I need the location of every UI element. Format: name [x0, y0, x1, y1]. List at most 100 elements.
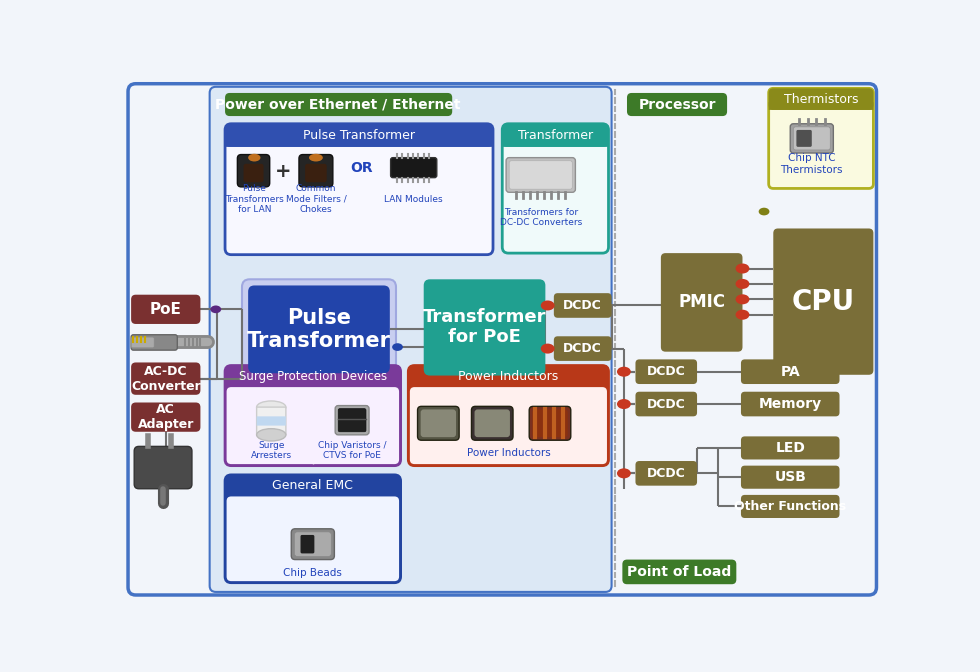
FancyBboxPatch shape	[225, 138, 493, 147]
Text: OR: OR	[350, 161, 372, 175]
FancyBboxPatch shape	[131, 295, 201, 324]
FancyBboxPatch shape	[635, 360, 697, 384]
Text: Power Inductors: Power Inductors	[459, 370, 559, 383]
FancyBboxPatch shape	[257, 407, 286, 435]
Ellipse shape	[541, 343, 555, 353]
Ellipse shape	[759, 208, 769, 216]
Text: Transformer
for PoE: Transformer for PoE	[422, 308, 546, 347]
FancyBboxPatch shape	[244, 164, 264, 182]
FancyBboxPatch shape	[294, 532, 331, 556]
Text: Surge Protection Devices: Surge Protection Devices	[239, 370, 387, 383]
FancyBboxPatch shape	[635, 461, 697, 486]
FancyBboxPatch shape	[299, 155, 333, 187]
Ellipse shape	[736, 310, 750, 320]
FancyBboxPatch shape	[503, 138, 609, 147]
FancyBboxPatch shape	[134, 446, 192, 489]
Text: LED: LED	[775, 441, 806, 455]
Ellipse shape	[257, 401, 286, 413]
Text: USB: USB	[774, 470, 807, 485]
Ellipse shape	[541, 300, 555, 310]
FancyBboxPatch shape	[768, 88, 873, 188]
FancyBboxPatch shape	[291, 529, 334, 560]
FancyBboxPatch shape	[503, 124, 609, 147]
Text: Processor: Processor	[638, 97, 715, 112]
FancyBboxPatch shape	[768, 88, 873, 110]
FancyBboxPatch shape	[131, 337, 154, 348]
FancyBboxPatch shape	[409, 366, 609, 466]
Text: DCDC: DCDC	[647, 365, 686, 378]
Text: Chip Varistors /
CTVS for PoE: Chip Varistors / CTVS for PoE	[318, 441, 386, 460]
FancyBboxPatch shape	[225, 475, 401, 583]
Ellipse shape	[248, 154, 261, 161]
FancyBboxPatch shape	[335, 406, 369, 435]
FancyBboxPatch shape	[768, 102, 873, 110]
Ellipse shape	[211, 306, 221, 313]
FancyBboxPatch shape	[242, 280, 396, 380]
Ellipse shape	[617, 468, 631, 478]
Text: DCDC: DCDC	[563, 299, 602, 312]
Ellipse shape	[617, 367, 631, 377]
Text: CPU: CPU	[792, 288, 855, 316]
FancyBboxPatch shape	[510, 161, 572, 190]
Ellipse shape	[617, 399, 631, 409]
Text: DCDC: DCDC	[647, 467, 686, 480]
FancyBboxPatch shape	[237, 155, 270, 187]
FancyBboxPatch shape	[420, 409, 456, 437]
FancyBboxPatch shape	[741, 495, 840, 518]
FancyBboxPatch shape	[417, 407, 459, 440]
Ellipse shape	[736, 294, 750, 304]
FancyBboxPatch shape	[210, 87, 612, 592]
FancyBboxPatch shape	[627, 93, 727, 116]
Text: DCDC: DCDC	[647, 398, 686, 411]
FancyBboxPatch shape	[410, 387, 607, 464]
Text: Memory: Memory	[759, 397, 822, 411]
Text: AC
Adapter: AC Adapter	[137, 403, 194, 431]
FancyBboxPatch shape	[622, 560, 736, 584]
Text: PoE: PoE	[150, 302, 181, 317]
Text: Power Inductors: Power Inductors	[466, 448, 551, 458]
Text: AC-DC
Converter: AC-DC Converter	[131, 365, 201, 392]
FancyBboxPatch shape	[301, 535, 315, 554]
Ellipse shape	[392, 343, 403, 351]
Text: General EMC: General EMC	[272, 479, 353, 492]
Text: Surge
Arresters: Surge Arresters	[251, 441, 292, 460]
FancyBboxPatch shape	[790, 124, 833, 153]
FancyBboxPatch shape	[225, 366, 401, 466]
Text: Transformer: Transformer	[517, 129, 593, 142]
FancyBboxPatch shape	[471, 407, 514, 440]
FancyBboxPatch shape	[794, 127, 830, 150]
Ellipse shape	[736, 263, 750, 274]
FancyBboxPatch shape	[257, 417, 286, 425]
FancyBboxPatch shape	[423, 280, 546, 376]
FancyBboxPatch shape	[554, 293, 612, 318]
Text: Thermistors: Thermistors	[784, 93, 858, 106]
FancyBboxPatch shape	[741, 436, 840, 460]
FancyBboxPatch shape	[338, 409, 366, 432]
FancyBboxPatch shape	[131, 403, 201, 432]
Ellipse shape	[736, 279, 750, 289]
FancyBboxPatch shape	[225, 124, 493, 255]
FancyBboxPatch shape	[131, 362, 201, 395]
FancyBboxPatch shape	[225, 93, 452, 116]
FancyBboxPatch shape	[635, 392, 697, 417]
FancyBboxPatch shape	[554, 336, 612, 361]
FancyBboxPatch shape	[248, 286, 390, 373]
Text: Pulse Transformer: Pulse Transformer	[303, 129, 416, 142]
Text: DCDC: DCDC	[563, 342, 602, 355]
FancyBboxPatch shape	[661, 253, 743, 351]
Ellipse shape	[257, 429, 286, 441]
FancyBboxPatch shape	[305, 164, 326, 182]
Text: Other Functions: Other Functions	[734, 500, 847, 513]
Text: Pulse
Transformer: Pulse Transformer	[247, 308, 391, 351]
Text: +: +	[274, 162, 291, 181]
FancyBboxPatch shape	[128, 84, 876, 595]
FancyBboxPatch shape	[741, 466, 840, 489]
FancyBboxPatch shape	[225, 124, 493, 147]
Text: Pulse
Transformers
for LAN: Pulse Transformers for LAN	[225, 184, 283, 214]
Text: Common
Mode Filters /
Chokes: Common Mode Filters / Chokes	[285, 184, 346, 214]
FancyBboxPatch shape	[391, 158, 437, 177]
FancyBboxPatch shape	[773, 228, 873, 375]
FancyBboxPatch shape	[532, 409, 567, 437]
Text: Transformers for
DC-DC Converters: Transformers for DC-DC Converters	[500, 208, 582, 227]
Text: Power over Ethernet / Ethernet: Power over Ethernet / Ethernet	[216, 97, 461, 112]
